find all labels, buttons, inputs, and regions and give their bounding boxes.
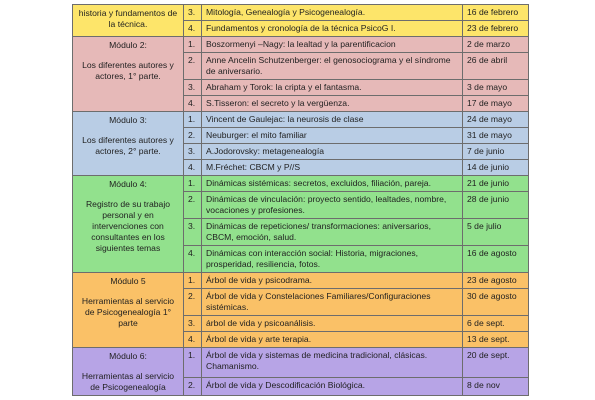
module-title: Módulo 4: (109, 179, 147, 189)
item-topic: Vincent de Gaulejac: la neurosis de clas… (201, 111, 463, 128)
module-subtitle: Los diferentes autores y actores, 2° par… (82, 135, 174, 156)
schedule-table: historia y fundamentos de la técnica. 3. M… (72, 4, 529, 396)
item-number: 4. (183, 20, 202, 37)
module-title: Módulo 3: (109, 115, 147, 125)
item-topic: Árbol de vida y arte terapia. (201, 331, 463, 348)
row: historia y fundamentos de la técnica. 3. M… (72, 4, 529, 37)
row: Módulo 3: Los diferentes autores y actore… (72, 111, 529, 176)
row: 4. Fundamentos y cronología de la técnica… (72, 20, 529, 37)
item-topic: Abraham y Torok: la cripta y el fantasma… (201, 79, 463, 96)
module-cell: Módulo 6: Herramientas al servicio de Psi… (72, 347, 184, 396)
item-date: 30 de agosto (462, 288, 529, 316)
item-date: 21 de junio (462, 175, 529, 192)
item-number: 2. (183, 52, 202, 80)
item-topic: Árbol de vida y psicodrama. (201, 272, 463, 289)
item-number: 3. (183, 4, 202, 21)
item-number: 1. (183, 175, 202, 192)
item-topic: Boszormenyi –Nagy: la lealtad y la paren… (201, 36, 463, 53)
item-number: 3. (183, 79, 202, 96)
item-date: 20 de sept. (462, 346, 529, 379)
item-number: 4. (183, 245, 202, 273)
item-date: 26 de abril (462, 52, 529, 80)
module-cell: Módulo 5 Herramientas al servicio de Psic… (72, 272, 184, 348)
item-topic: Árbol de vida y Descodificación Biológic… (201, 377, 463, 396)
item-date: 13 de sept. (462, 331, 529, 348)
item-date: 17 de mayo (462, 95, 529, 112)
module-title: Módulo 2: (109, 40, 147, 50)
item-number: 2. (183, 288, 202, 316)
row: Módulo 4: Registro de su trabajo personal… (72, 175, 529, 273)
item-number: 2. (183, 377, 202, 396)
item-topic: S.Tisseron: el secreto y la vergüenza. (201, 95, 463, 112)
row: Módulo 2: Los diferentes autores y actore… (72, 36, 529, 112)
module-subtitle: historia y fundamentos de la técnica. (78, 8, 178, 29)
item-number: 1. (183, 346, 202, 379)
item-date: 8 de nov (462, 377, 529, 396)
item-topic: Dinámicas de repeticiones/ transformacio… (201, 218, 463, 246)
item-topic: Neuburger: el mito familiar (201, 127, 463, 144)
item-number: 3. (183, 218, 202, 246)
item-number: 2. (183, 191, 202, 219)
item-topic: Dinámicas de vinculación: proyecto senti… (201, 191, 463, 219)
item-date: 24 de mayo (462, 111, 529, 128)
item-topic: Árbol de vida y sistemas de medicina tra… (201, 346, 463, 379)
module-subtitle: Herramientas al servicio de Psicogenealo… (81, 371, 175, 392)
item-topic: Mitología, Genealogía y Psicogenealogía. (201, 4, 463, 21)
item-date: 5 de julio (462, 218, 529, 246)
item-topic: Árbol de vida y Constelaciones Familiare… (201, 288, 463, 316)
item-number: 3. (183, 315, 202, 332)
row: Módulo 5 Herramientas al servicio de Psic… (72, 272, 529, 348)
module-subtitle: Herramientas al servicio de Psicogenealo… (81, 296, 175, 328)
item-date: 31 de mayo (462, 127, 529, 144)
item-date: 23 de agosto (462, 272, 529, 289)
row: Módulo 6: Herramientas al servicio de Psi… (72, 346, 529, 396)
item-number: 1. (183, 272, 202, 289)
item-date: 2 de marzo (462, 36, 529, 53)
item-number: 4. (183, 331, 202, 348)
item-date: 6 de sept. (462, 315, 529, 332)
module-cell: Módulo 4: Registro de su trabajo personal… (72, 175, 184, 273)
module-cell: historia y fundamentos de la técnica. (72, 4, 184, 37)
item-date: 28 de junio (462, 191, 529, 219)
module-cell: Módulo 2: Los diferentes autores y actore… (72, 36, 184, 112)
item-date: 14 de junio (462, 159, 529, 176)
item-date: 3 de mayo (462, 79, 529, 96)
module-cell: Módulo 3: Los diferentes autores y actore… (72, 111, 184, 176)
item-topic: Dinámicas con interacción social: Histor… (201, 245, 463, 273)
schedule: historia y fundamentos de la técnica. 3. M… (72, 4, 529, 396)
item-topic: Fundamentos y cronología de la técnica P… (201, 20, 463, 37)
item-number: 3. (183, 143, 202, 160)
item-topic: Dinámicas sistémicas: secretos, excluido… (201, 175, 463, 192)
module-title: Módulo 6: (109, 351, 147, 361)
row: 2. Árbol de vida y Descodificación Biológ… (72, 377, 529, 396)
item-topic: M.Fréchet: CBCM y P//S (201, 159, 463, 176)
row: 4. S.Tisseron: el secreto y la vergüenza.… (72, 95, 529, 112)
item-number: 4. (183, 95, 202, 112)
module-subtitle: Registro de su trabajo personal y en int… (85, 199, 171, 253)
item-date: 16 de febrero (462, 4, 529, 21)
module-subtitle: Los diferentes autores y actores, 1° par… (82, 60, 174, 81)
item-number: 4. (183, 159, 202, 176)
item-date: 16 de agosto (462, 245, 529, 273)
row: 3. A.Jodorovsky: metagenealogía 7 de junio (72, 143, 529, 160)
item-number: 1. (183, 36, 202, 53)
item-date: 23 de febrero (462, 20, 529, 37)
item-number: 2. (183, 127, 202, 144)
item-topic: A.Jodorovsky: metagenealogía (201, 143, 463, 160)
item-topic: Anne Ancelin Schutzenberger: el genosoci… (201, 52, 463, 80)
item-date: 7 de junio (462, 143, 529, 160)
module-title: Módulo 5 (110, 276, 146, 286)
item-number: 1. (183, 111, 202, 128)
item-topic: árbol de vida y psicoanálisis. (201, 315, 463, 332)
row: 3. árbol de vida y psicoanálisis. 6 de sep… (72, 315, 529, 332)
